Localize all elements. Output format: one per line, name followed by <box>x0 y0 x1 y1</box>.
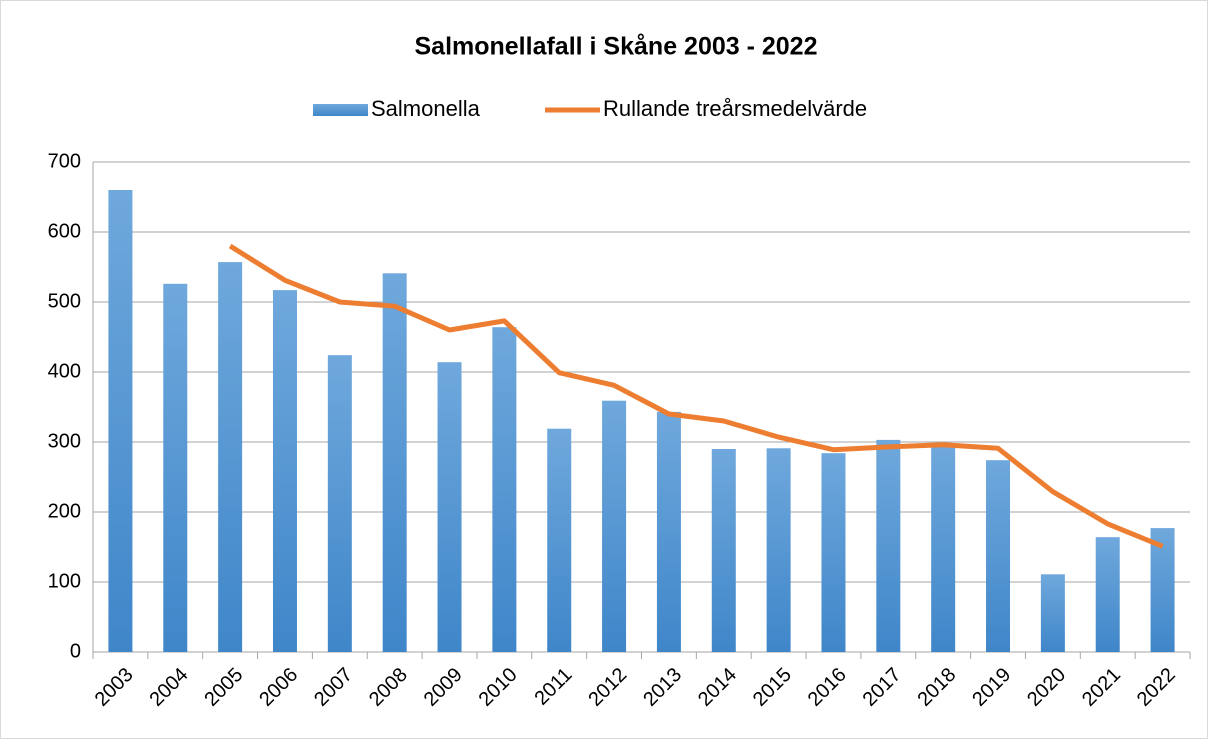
bar <box>163 283 188 652</box>
bar <box>986 460 1011 652</box>
bar <box>1150 528 1175 652</box>
legend-label: Salmonella <box>371 96 481 121</box>
y-tick-label: 700 <box>48 150 81 172</box>
bar <box>327 355 352 652</box>
bar <box>272 290 297 652</box>
y-tick-label: 200 <box>48 500 81 522</box>
legend-label: Rullande treårsmedelvärde <box>603 96 867 121</box>
bar <box>711 449 736 652</box>
y-tick-label: 100 <box>48 570 81 592</box>
legend-swatch <box>313 104 368 116</box>
y-tick-label: 0 <box>70 640 81 662</box>
bar <box>821 453 846 652</box>
bar <box>656 411 681 652</box>
bar <box>1040 574 1065 652</box>
y-tick-label: 500 <box>48 290 81 312</box>
bar <box>218 262 243 652</box>
y-tick-label: 400 <box>48 360 81 382</box>
bar <box>382 273 407 652</box>
bar <box>437 362 462 652</box>
bar <box>492 327 517 652</box>
y-tick-label: 600 <box>48 220 81 242</box>
bar <box>547 428 572 652</box>
bar <box>1095 537 1120 652</box>
bar <box>931 444 956 652</box>
line <box>228 243 1164 549</box>
bar <box>602 400 627 652</box>
chart-title: Salmonellafall i Skåne 2003 - 2022 <box>414 33 817 61</box>
bar <box>766 448 791 652</box>
bar <box>876 439 901 652</box>
bar <box>108 190 133 652</box>
y-tick-label: 300 <box>48 430 81 452</box>
